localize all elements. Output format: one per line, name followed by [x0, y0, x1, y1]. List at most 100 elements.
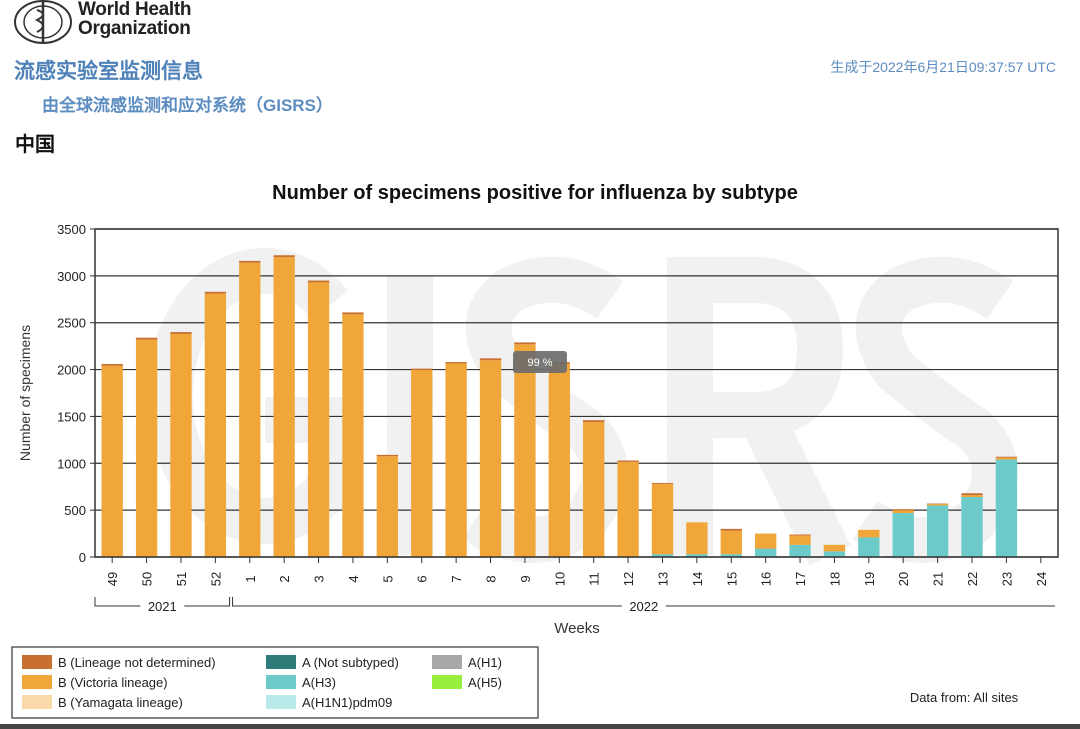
x-tick-label: 12 — [621, 572, 636, 586]
x-tick-label: 20 — [896, 572, 911, 586]
x-axis-label: Weeks — [554, 620, 600, 637]
y-tick-label: 3500 — [57, 222, 86, 237]
legend-swatch — [22, 695, 52, 709]
x-tick-label: 1 — [243, 575, 258, 582]
bar-b-lineage-not-determined — [307, 280, 330, 283]
bar-b-victoria — [926, 504, 949, 506]
x-tick-label: 50 — [140, 572, 155, 586]
bar-a-h3 — [926, 505, 949, 557]
y-tick-label: 3000 — [57, 269, 86, 284]
bar-b-victoria — [995, 457, 1018, 460]
bar-a-h3 — [720, 554, 742, 557]
x-tick-label: 9 — [518, 575, 533, 582]
bar-b-lineage-not-determined — [239, 260, 261, 263]
page-subtitle: 由全球流感监测和应对系统（GISRS） — [42, 96, 333, 115]
bar-a-h3 — [754, 548, 777, 557]
org-name-line1: World Health — [78, 0, 192, 20]
legend-swatch — [266, 675, 296, 689]
x-tick-label: 5 — [380, 575, 395, 582]
generated-timestamp: 生成于2022年6月21日09:37:57 UTC — [830, 59, 1056, 75]
year-bracket — [94, 597, 231, 607]
bar-b-victoria — [548, 363, 570, 557]
x-tick-label: 16 — [759, 572, 774, 586]
bar-b-victoria — [858, 529, 880, 538]
x-tick-label: 23 — [999, 572, 1014, 586]
bar-b-victoria — [204, 293, 227, 557]
bar-b-lineage-not-determined — [170, 332, 192, 334]
bar-b-victoria — [720, 530, 742, 555]
bar-b-lineage-not-determined — [204, 291, 227, 294]
bar-b-victoria — [754, 533, 777, 549]
legend-label: B (Yamagata lineage) — [58, 695, 183, 710]
legend-label: A(H3) — [302, 675, 336, 690]
data-source: Data from: All sites — [910, 690, 1019, 705]
x-tick-label: 24 — [1034, 572, 1049, 586]
y-tick-label: 1000 — [57, 456, 86, 471]
y-tick-label: 2500 — [57, 316, 86, 331]
bar-b-lineage-not-determined — [411, 368, 433, 371]
x-tick-label: 17 — [793, 572, 808, 586]
bar-b-victoria — [170, 333, 192, 557]
bar-b-victoria — [617, 461, 639, 557]
bar-b-victoria — [514, 344, 536, 557]
x-tick-label: 11 — [587, 572, 602, 586]
bar-b-lineage-not-determined — [135, 337, 158, 340]
legend: B (Lineage not determined) B (Victoria li… — [11, 646, 539, 719]
legend-swatch — [266, 655, 296, 669]
tooltip: 99 % — [513, 351, 567, 373]
chart-title: Number of specimens positive for influen… — [272, 182, 798, 204]
bar-a-h3 — [789, 544, 811, 557]
legend-swatch — [432, 675, 462, 689]
x-tick-label: 4 — [346, 575, 361, 582]
bar-b-victoria — [307, 282, 330, 557]
bar-b-victoria — [892, 510, 914, 513]
bar-b-lineage-not-determined — [720, 528, 742, 531]
bar-a-h3 — [995, 459, 1018, 557]
year-bracket — [232, 597, 1055, 607]
bar-b-lineage-not-determined — [342, 312, 364, 315]
x-tick-label: 22 — [965, 572, 980, 586]
x-tick-label: 6 — [415, 575, 430, 582]
bar-a-h3 — [858, 537, 880, 557]
x-tick-label: 19 — [862, 572, 877, 586]
bar-b-victoria — [135, 339, 158, 557]
legend-label: A (Not subtyped) — [302, 655, 399, 670]
legend-label: A(H5) — [468, 675, 502, 690]
bar-b-victoria — [273, 257, 295, 557]
bar-a-h3 — [651, 554, 674, 557]
org-name-line2: Organization — [78, 18, 191, 39]
y-tick-label: 0 — [79, 550, 86, 565]
x-tick-label: 10 — [552, 572, 567, 586]
bar-b-lineage-not-determined — [995, 456, 1018, 458]
y-tick-label: 500 — [64, 503, 86, 518]
bottom-bar — [0, 724, 1080, 729]
bar-b-victoria — [445, 363, 467, 557]
x-tick-label: 7 — [449, 575, 464, 582]
x-tick-label: 2 — [277, 575, 292, 582]
bar-b-victoria — [583, 422, 605, 557]
bar-b-victoria — [479, 360, 502, 557]
legend-swatch — [266, 695, 296, 709]
legend-swatch — [22, 655, 52, 669]
bar-b-lineage-not-determined — [617, 460, 639, 462]
page-title: 流感实验室监测信息 — [14, 60, 203, 83]
x-tick-label: 49 — [105, 572, 120, 586]
bar-b-lineage-not-determined — [789, 534, 811, 536]
y-tick-label: 2000 — [57, 363, 86, 378]
x-tick-label: 52 — [208, 572, 223, 586]
bar-b-lineage-not-determined — [583, 420, 605, 423]
bar-b-victoria — [376, 456, 399, 557]
bar-b-lineage-not-determined — [892, 509, 914, 511]
bar-a-h3 — [961, 497, 983, 557]
bar-b-victoria — [651, 483, 674, 555]
bar-b-victoria — [686, 522, 708, 555]
y-tick-label: 1500 — [57, 409, 86, 424]
legend-label: B (Lineage not determined) — [58, 655, 216, 670]
bar-b-victoria — [411, 370, 433, 557]
bar-a-h3 — [892, 512, 914, 557]
bar-b-victoria — [789, 535, 811, 545]
who-name: World Health Organization — [78, 0, 192, 39]
tooltip-text: 99 % — [527, 357, 552, 369]
plot-frame — [94, 228, 1059, 558]
